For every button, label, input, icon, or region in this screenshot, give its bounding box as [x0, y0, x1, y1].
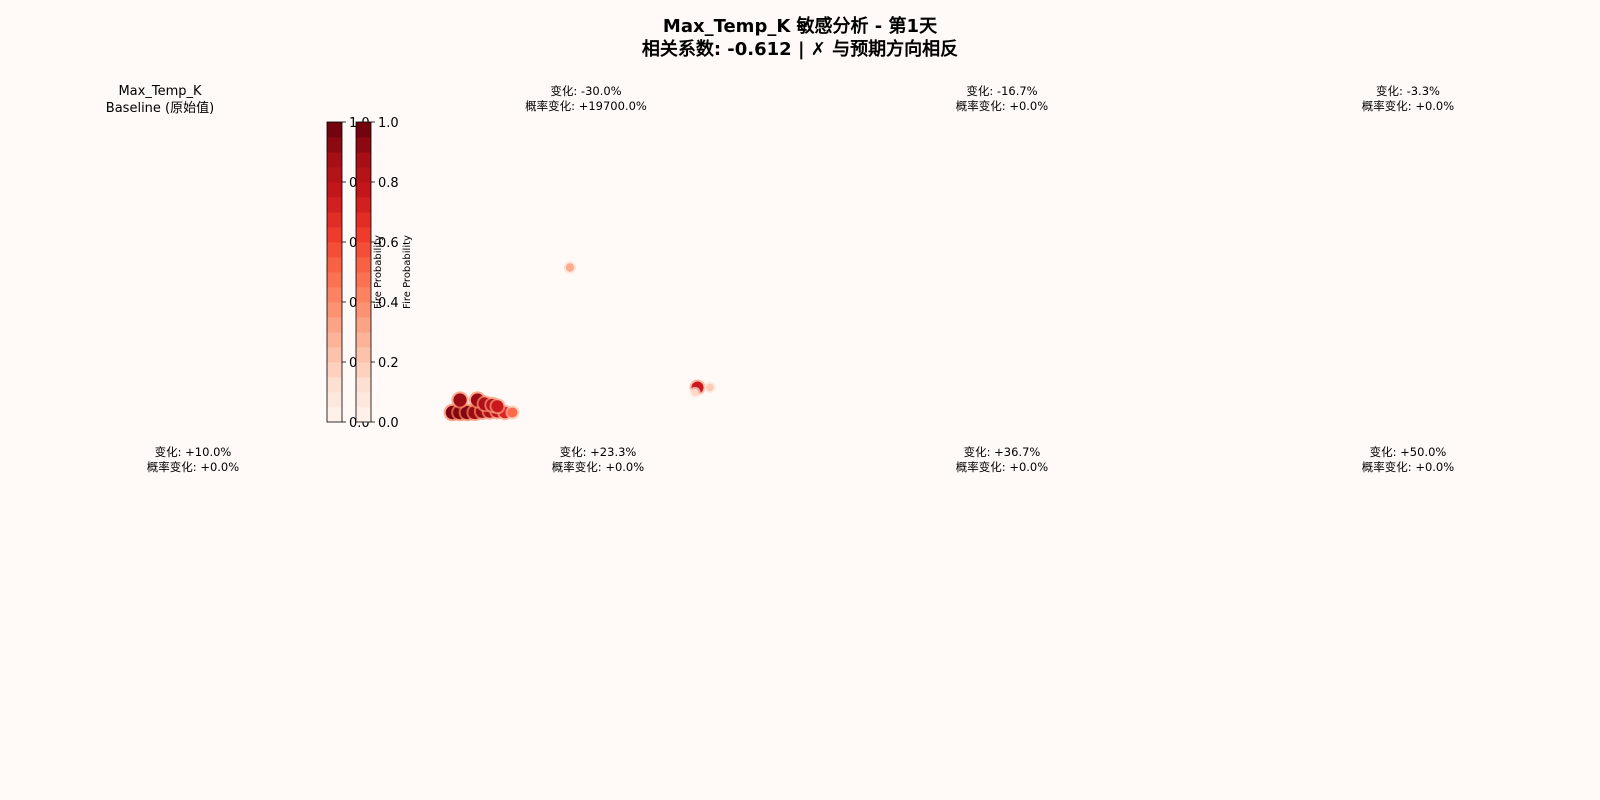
- panel-2-heatmap: [443, 261, 716, 422]
- colorbar-1-band: [327, 272, 342, 288]
- colorbar-1-band: [327, 197, 342, 213]
- colorbar-2-band: [356, 347, 371, 363]
- heatmap-hotspot: [565, 263, 575, 272]
- colorbar-2-band: [356, 182, 371, 198]
- colorbar-2-band: [356, 317, 371, 333]
- colorbar-1-band: [327, 182, 342, 198]
- colorbar-2-band: [356, 167, 371, 183]
- panel-7-title-line1: 变化: +36.7%: [963, 445, 1041, 459]
- colorbar-2-band: [356, 212, 371, 228]
- panel-5-title-line1: 变化: +10.0%: [154, 445, 232, 459]
- heatmap-hotspot: [706, 383, 714, 392]
- colorbar-1-band: [327, 377, 342, 393]
- colorbar-1-label: Fire Probability: [373, 235, 384, 309]
- panel-4-title: 变化: -3.3% 概率变化: +0.0%: [1278, 84, 1538, 114]
- colorbar-2-band: [356, 302, 371, 318]
- panel-8-title-line2: 概率变化: +0.0%: [1361, 460, 1455, 474]
- panel-1-title: Max_Temp_K Baseline (原始值): [30, 83, 290, 117]
- panel-7-title-line2: 概率变化: +0.0%: [955, 460, 1049, 474]
- panel-7-title: 变化: +36.7% 概率变化: +0.0%: [872, 445, 1132, 475]
- colorbar-1-band: [327, 332, 342, 348]
- colorbar-2-frame: [355, 121, 372, 423]
- colorbar-1-band: [327, 317, 342, 333]
- colorbar-2-band: [356, 242, 371, 258]
- panel-5-title: 变化: +10.0% 概率变化: +0.0%: [63, 445, 323, 475]
- colorbar-1-band: [327, 152, 342, 168]
- figure-title-line2: 相关系数: -0.612 | ✗ 与预期方向相反: [641, 39, 959, 60]
- colorbar-2-band: [356, 197, 371, 213]
- colorbar-2-band: [356, 227, 371, 243]
- colorbar-2-tick-label: 0.4: [378, 296, 399, 311]
- panel-5-title-line2: 概率变化: +0.0%: [146, 460, 240, 474]
- colorbar-2-band: [356, 332, 371, 348]
- colorbar-2-band: [356, 137, 371, 153]
- colorbar-2-tick-label: 0.2: [378, 356, 399, 371]
- panel-6-title-line1: 变化: +23.3%: [559, 445, 637, 459]
- colorbar-2-band: [356, 362, 371, 378]
- colorbar-2-tick-label: 0.0: [378, 416, 399, 431]
- panel-1-title-line1: Max_Temp_K: [118, 84, 202, 99]
- heatmap-hotspot: [691, 388, 699, 397]
- colorbar-2-label: Fire Probability: [402, 235, 413, 309]
- panel-6-title-line2: 概率变化: +0.0%: [551, 460, 645, 474]
- panel-4-title-line1: 变化: -3.3%: [1376, 84, 1440, 98]
- colorbar-2-band: [356, 152, 371, 168]
- colorbar-2-band: [356, 257, 371, 273]
- colorbar-1-band: [327, 407, 342, 423]
- figure-title-line1: Max_Temp_K 敏感分析 - 第1天: [662, 16, 938, 37]
- colorbar-2-band: [356, 122, 371, 138]
- colorbar-2-band: [356, 377, 371, 393]
- colorbar-1-band: [327, 392, 342, 408]
- colorbar-1-band: [327, 137, 342, 153]
- colorbar-1-band: [327, 122, 342, 138]
- colorbar-2-band: [356, 272, 371, 288]
- colorbar-2-tick-label: 1.0: [378, 116, 399, 131]
- colorbar-2-band: [356, 407, 371, 423]
- colorbar-1-band: [327, 302, 342, 318]
- colorbar-1-band: [327, 242, 342, 258]
- colorbar-1-band: [327, 257, 342, 273]
- heatmap-hotspot: [453, 393, 467, 407]
- panel-8-title: 变化: +50.0% 概率变化: +0.0%: [1278, 445, 1538, 475]
- colorbar-1-band: [327, 347, 342, 363]
- panel-3-title-line2: 概率变化: +0.0%: [955, 99, 1049, 113]
- panel-1-title-line2: Baseline (原始值): [105, 101, 215, 116]
- heatmap-hotspot: [507, 407, 518, 418]
- colorbar-2-tick-label: 0.6: [378, 236, 399, 251]
- panel-2-title: 变化: -30.0% 概率变化: +19700.0%: [456, 84, 716, 114]
- colorbar-1-band: [327, 167, 342, 183]
- panel-2-title-line1: 变化: -30.0%: [550, 84, 622, 98]
- panel-4-title-line2: 概率变化: +0.0%: [1361, 99, 1455, 113]
- colorbar-1-frame: [326, 121, 343, 423]
- panel-3-title: 变化: -16.7% 概率变化: +0.0%: [872, 84, 1132, 114]
- panel-3-title-line1: 变化: -16.7%: [966, 84, 1038, 98]
- colorbar-2-band: [356, 287, 371, 303]
- colorbar-2: 0.0 0.2 0.4 0.6 0.8 1.0 Fire Probability: [355, 116, 413, 431]
- colorbar-1-band: [327, 212, 342, 228]
- panel-8-title-line1: 变化: +50.0%: [1369, 445, 1447, 459]
- colorbar-2-band: [356, 392, 371, 408]
- heatmap-hotspot: [491, 400, 504, 413]
- colorbar-1-band: [327, 227, 342, 243]
- panel-6-title: 变化: +23.3% 概率变化: +0.0%: [468, 445, 728, 475]
- colorbar-1-band: [327, 287, 342, 303]
- colorbar-1-band: [327, 362, 342, 378]
- panel-2-title-line2: 概率变化: +19700.0%: [525, 99, 647, 113]
- colorbar-2-tick-label: 0.8: [378, 176, 399, 191]
